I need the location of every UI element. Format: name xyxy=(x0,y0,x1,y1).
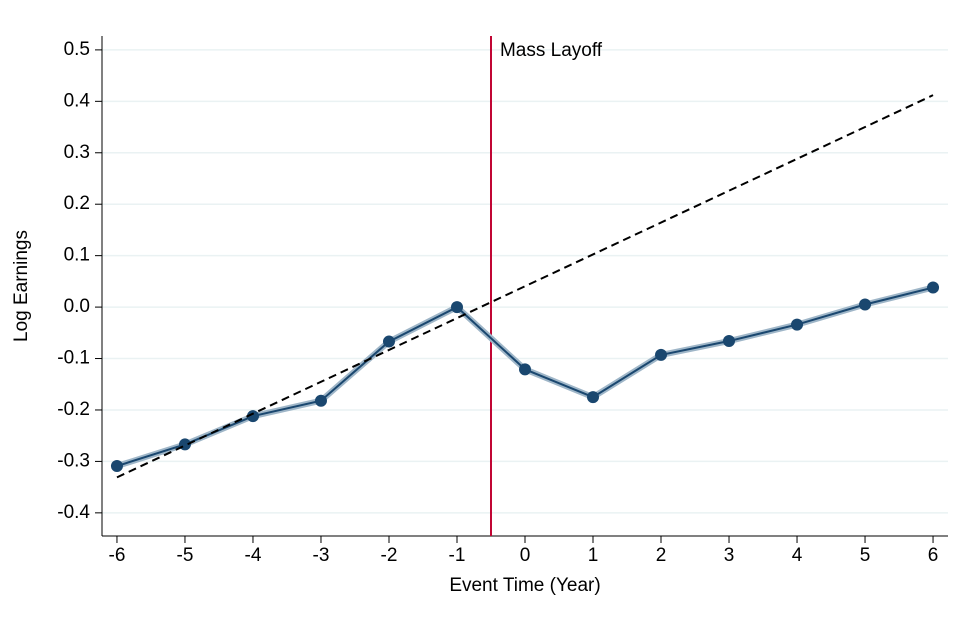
y-axis-label: Log Earnings xyxy=(11,230,32,342)
y-tick-label: -0.4 xyxy=(57,502,90,523)
data-point xyxy=(587,391,600,404)
y-tick-label: 0.2 xyxy=(64,193,90,214)
x-tick-label: 5 xyxy=(860,545,871,566)
y-tick-label: 0.5 xyxy=(64,39,90,60)
data-point xyxy=(314,394,327,407)
y-tick-label: 0.0 xyxy=(64,296,90,317)
y-tick-label: 0.4 xyxy=(64,90,91,111)
x-tick-label: 1 xyxy=(588,545,599,566)
x-tick-label: 6 xyxy=(928,545,939,566)
data-point xyxy=(927,281,940,294)
data-point xyxy=(655,348,668,361)
x-tick-label: -4 xyxy=(245,545,262,566)
series-halo xyxy=(116,284,934,469)
y-tick-label: -0.3 xyxy=(57,450,90,471)
data-point xyxy=(246,410,259,423)
data-point xyxy=(723,335,736,348)
x-axis-label: Event Time (Year) xyxy=(449,575,600,596)
x-tick-label: -6 xyxy=(109,545,126,566)
data-point xyxy=(382,335,395,348)
data-point xyxy=(519,363,531,376)
x-tick-label: -2 xyxy=(381,545,398,566)
x-tick-label: -1 xyxy=(449,545,466,566)
data-point xyxy=(859,298,872,311)
y-tick-label: -0.1 xyxy=(57,348,90,369)
data-point xyxy=(450,301,463,314)
y-tick-label: 0.3 xyxy=(64,142,90,163)
series-line xyxy=(116,286,934,467)
x-tick-label: 2 xyxy=(656,545,667,566)
x-tick-label: 4 xyxy=(792,545,803,566)
event-label: Mass Layoff xyxy=(500,40,603,61)
data-point xyxy=(791,318,804,331)
x-tick-label: -3 xyxy=(313,545,330,566)
y-tick-label: -0.2 xyxy=(57,399,90,420)
x-tick-label: -5 xyxy=(177,545,194,566)
y-tick-label: 0.1 xyxy=(64,245,90,266)
series-line xyxy=(116,94,934,479)
data-point xyxy=(110,460,123,473)
x-tick-label: 3 xyxy=(724,545,735,566)
x-tick-label: 0 xyxy=(520,545,531,566)
